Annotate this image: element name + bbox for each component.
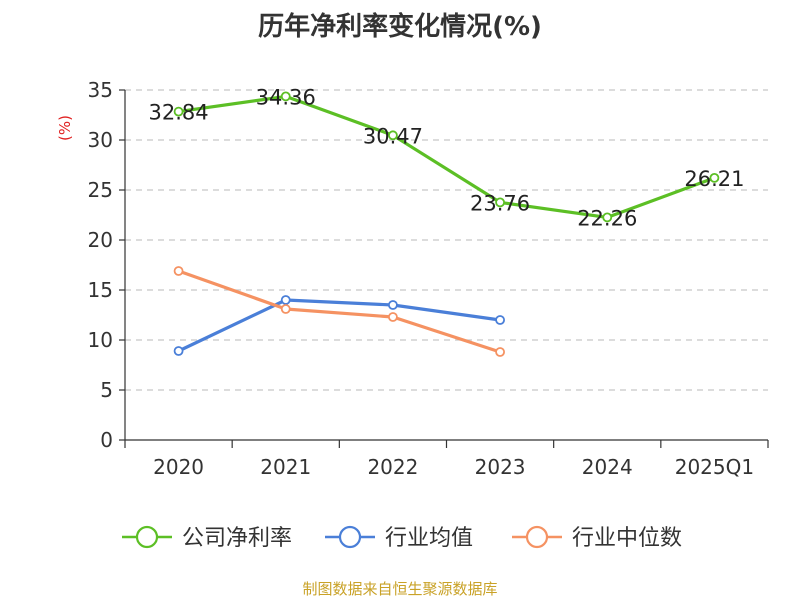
legend-label: 公司净利率: [182, 526, 292, 551]
series-line: [178, 269, 501, 354]
y-axis-label: (%): [56, 115, 74, 141]
y-tick-label: 10: [88, 328, 113, 352]
legend-label: 行业中位数: [572, 526, 682, 551]
y-tick-label: 20: [88, 228, 113, 252]
data-point: [495, 315, 505, 325]
x-tick-label: 2022: [367, 455, 418, 479]
data-point: [280, 91, 291, 102]
x-tick-label: 2024: [582, 455, 633, 479]
data-label: 22.26: [577, 206, 637, 230]
data-label: 32.84: [149, 101, 209, 125]
x-tick-label: 2021: [260, 455, 311, 479]
y-tick-label: 35: [88, 78, 113, 102]
data-point: [173, 106, 184, 117]
series-line: [177, 298, 501, 353]
data-label: 23.76: [470, 191, 530, 215]
x-tick-label: 2023: [475, 455, 526, 479]
data-point: [388, 130, 398, 141]
legend-swatch-marker: [525, 525, 549, 549]
x-tick-label: 2020: [153, 455, 204, 479]
data-point: [173, 266, 184, 276]
legend-label: 行业均值: [385, 526, 473, 551]
data-point: [388, 312, 398, 322]
series-line: [178, 94, 715, 219]
data-label: 30.47: [363, 124, 423, 148]
data-label: 34.36: [256, 85, 316, 109]
y-tick-label: 30: [88, 128, 113, 152]
data-point: [280, 295, 291, 305]
data-source-note: 制图数据来自恒生聚源数据库: [302, 580, 498, 598]
data-point: [709, 172, 720, 183]
legend-swatch-marker: [338, 525, 362, 549]
legend-swatch-marker: [135, 525, 159, 549]
x-tick-label: 2025Q1: [675, 455, 754, 479]
data-label: 26.21: [684, 167, 744, 191]
data-point: [495, 197, 505, 208]
data-point: [388, 300, 398, 310]
data-point: [280, 304, 291, 314]
data-point: [173, 346, 184, 356]
y-tick-label: 25: [88, 178, 113, 202]
chart-title: 历年净利率变化情况(%): [258, 12, 542, 42]
data-point: [602, 212, 613, 223]
y-tick-label: 5: [100, 378, 113, 402]
y-tick-label: 15: [88, 278, 113, 302]
y-tick-label: 0: [100, 428, 113, 452]
data-point: [495, 347, 505, 357]
